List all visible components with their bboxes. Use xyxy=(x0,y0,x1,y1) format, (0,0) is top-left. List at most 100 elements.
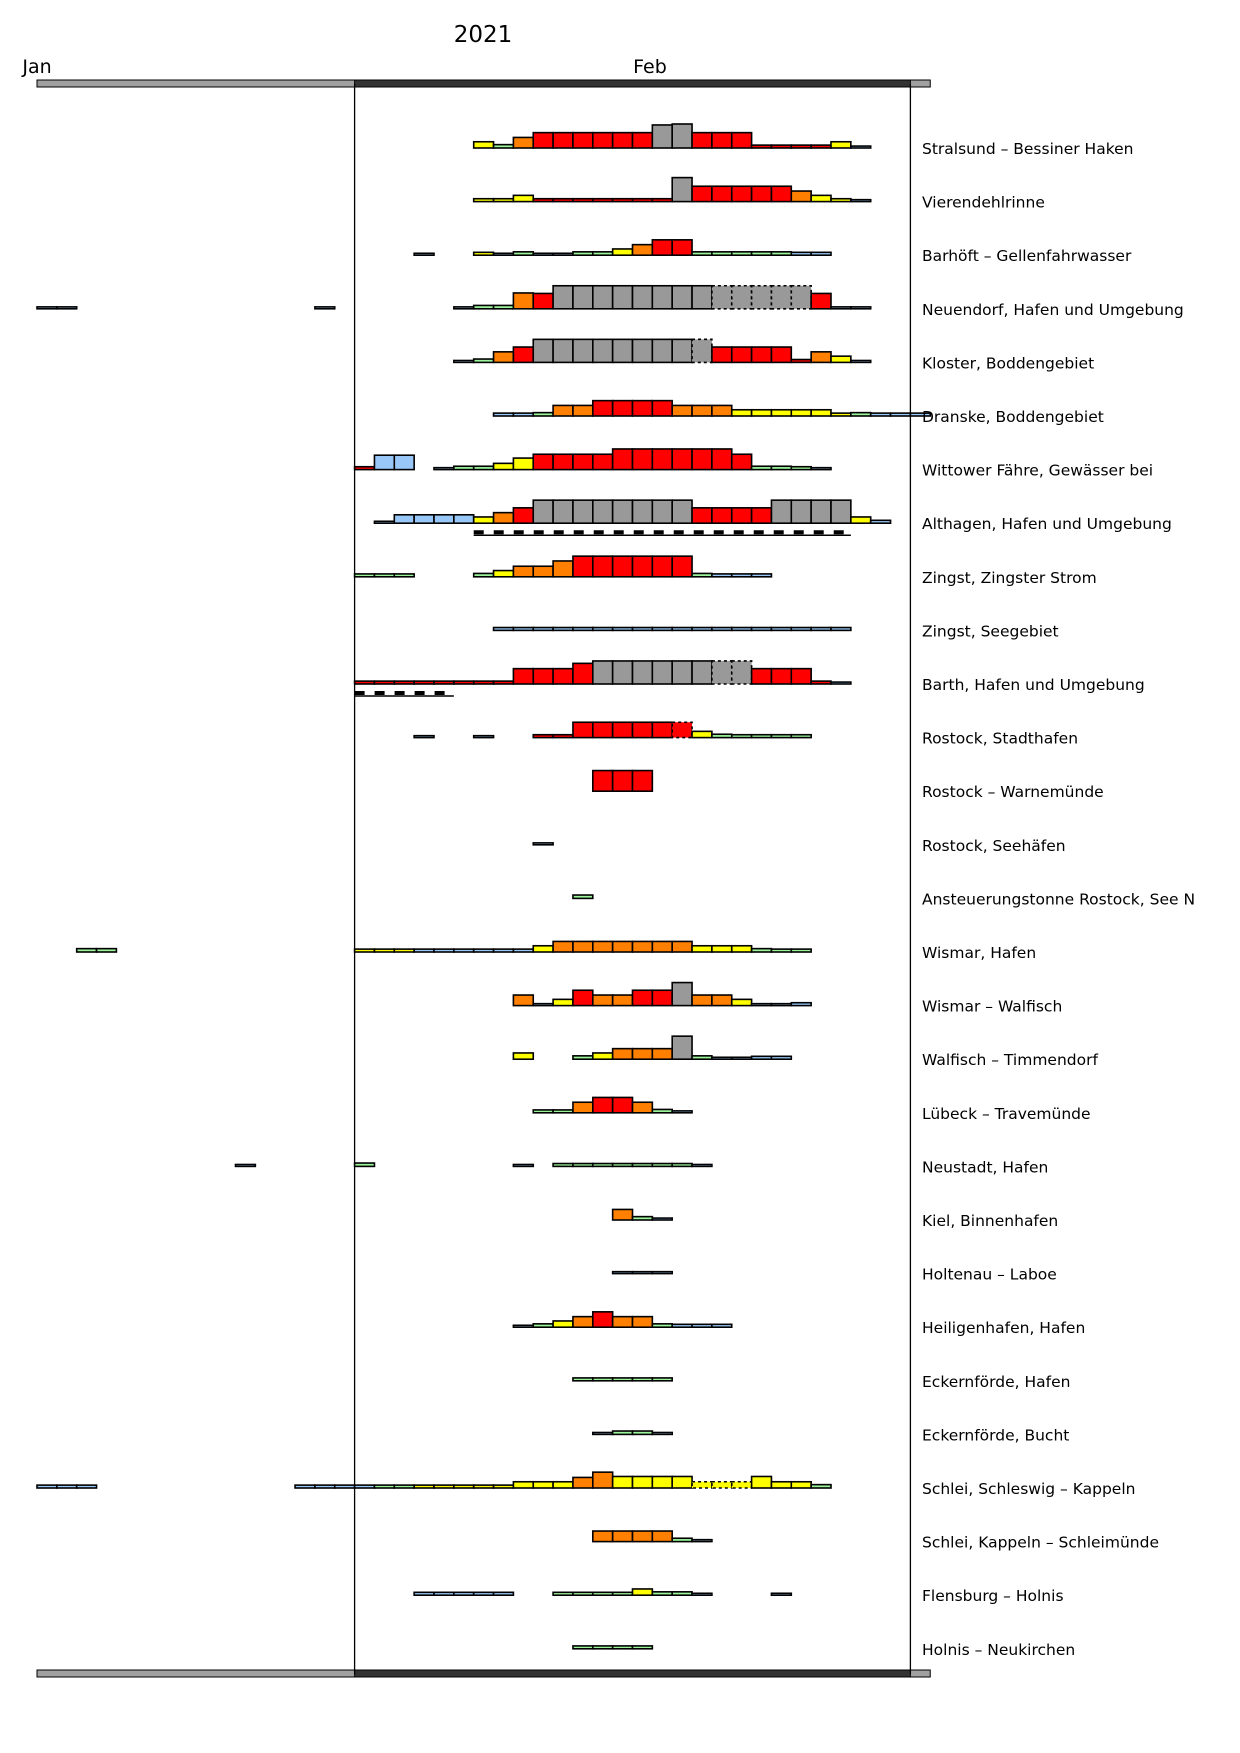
ice-day-bar xyxy=(492,197,515,203)
ice-day-bar xyxy=(770,251,793,256)
ice-day-bar xyxy=(532,667,554,685)
ice-day-bar xyxy=(353,465,376,471)
ice-day-bar xyxy=(790,144,812,149)
station-row xyxy=(472,123,872,149)
ice-day-bar xyxy=(512,136,535,149)
station-row xyxy=(472,176,872,203)
ice-day-bar xyxy=(830,626,852,632)
ice-day-bar xyxy=(711,626,733,632)
ice-day-bar xyxy=(552,1320,574,1328)
ice-day-bar xyxy=(393,573,415,578)
ice-day-bar xyxy=(591,1162,614,1168)
ice-day-bar xyxy=(492,680,515,685)
ice-day-bar xyxy=(572,1101,594,1114)
ice-day-bar xyxy=(413,252,435,256)
ice-day-bar xyxy=(512,292,535,310)
ice-day-bar xyxy=(512,1480,535,1489)
ice-day-bar xyxy=(472,948,495,953)
ice-day-bar xyxy=(671,1323,693,1328)
ice-day-bar xyxy=(492,948,515,953)
ice-day-bar xyxy=(631,338,654,364)
station-label: Kloster, Boddengebiet xyxy=(922,354,1094,372)
ice-day-bar xyxy=(611,1377,634,1382)
ice-day-bar xyxy=(750,284,773,310)
ice-day-bar xyxy=(651,660,673,685)
ice-day-bar xyxy=(750,507,773,524)
ice-day-bar xyxy=(750,465,773,471)
ice-day-bar xyxy=(591,1311,614,1328)
ice-day-bar xyxy=(711,733,733,739)
station-row xyxy=(492,626,852,632)
station-row xyxy=(591,769,654,792)
ice-day-bar xyxy=(373,454,396,471)
ice-day-bar xyxy=(591,399,614,417)
ice-day-bar xyxy=(631,1270,654,1275)
ice-day-bar xyxy=(552,252,574,256)
station-label: Kiel, Binnenhafen xyxy=(922,1212,1058,1230)
ice-day-bar xyxy=(730,573,753,578)
ice-day-bar xyxy=(671,338,693,364)
ice-day-bar xyxy=(750,346,773,364)
ice-day-bar xyxy=(770,144,793,149)
ice-day-bar xyxy=(512,1052,535,1060)
ice-day-bar xyxy=(433,948,455,953)
station-label: Schlei, Kappeln – Schleimünde xyxy=(922,1534,1159,1552)
ice-day-bar xyxy=(552,197,574,203)
month-label-feb: Feb xyxy=(633,56,667,78)
ice-day-bar xyxy=(492,252,515,256)
ice-day-bar xyxy=(591,1377,614,1382)
ice-day-bar xyxy=(413,513,435,524)
station-row xyxy=(591,1430,673,1436)
ice-day-bar xyxy=(691,944,713,953)
ice-day-bar xyxy=(631,989,654,1007)
ice-day-bar xyxy=(651,197,673,203)
ice-day-bar xyxy=(532,565,554,578)
ice-day-bar xyxy=(730,1056,753,1061)
ice-day-bar xyxy=(591,1431,614,1436)
ice-day-bar xyxy=(730,453,753,471)
ice-day-bar xyxy=(512,948,535,953)
ice-day-bar xyxy=(631,660,654,685)
ice-day-bar xyxy=(572,894,594,900)
ice-day-bar xyxy=(691,1538,713,1543)
ice-day-bar xyxy=(651,448,673,471)
ice-day-bar xyxy=(651,239,673,256)
ice-day-bar xyxy=(611,626,634,632)
ice-day-bar xyxy=(691,730,713,739)
ice-day-bar xyxy=(730,733,753,739)
station-label: Zingst, Seegebiet xyxy=(922,622,1059,640)
ice-day-bar xyxy=(631,1162,654,1168)
ice-day-bar xyxy=(512,412,535,417)
ice-day-bar xyxy=(572,1162,594,1168)
ice-day-bar xyxy=(691,131,713,149)
ice-day-bar xyxy=(889,412,912,417)
ice-day-bar xyxy=(711,1056,733,1061)
ice-day-bar xyxy=(56,306,78,310)
station-label: Holnis – Neukirchen xyxy=(922,1641,1075,1659)
ice-day-bar xyxy=(671,499,693,525)
ice-day-bar xyxy=(770,284,793,310)
ice-day-bar xyxy=(631,448,654,471)
station-label: Schlei, Schleswig – Kappeln xyxy=(922,1480,1135,1498)
ice-day-bar xyxy=(691,660,713,685)
ice-day-bar xyxy=(790,948,812,953)
station-row xyxy=(512,1035,793,1061)
ice-day-bar xyxy=(671,1591,693,1596)
ice-day-bar xyxy=(711,131,733,149)
ice-day-bar xyxy=(572,1476,594,1489)
ice-day-bar xyxy=(611,994,634,1007)
ice-day-bar xyxy=(572,1377,594,1382)
ice-day-bar xyxy=(830,306,852,310)
ice-day-bar xyxy=(651,1431,673,1436)
ice-day-bar xyxy=(730,251,753,256)
ice-day-bar xyxy=(691,1055,713,1060)
ice-day-bar xyxy=(869,412,892,417)
ice-day-bar xyxy=(572,1315,594,1329)
ice-day-bar xyxy=(671,626,693,632)
ice-day-bar xyxy=(36,306,58,310)
ice-day-bar xyxy=(750,1475,773,1489)
ice-day-bar xyxy=(95,947,118,953)
ice-day-bar xyxy=(750,626,773,632)
station-row xyxy=(413,1588,793,1597)
ice-day-bar xyxy=(512,565,535,578)
